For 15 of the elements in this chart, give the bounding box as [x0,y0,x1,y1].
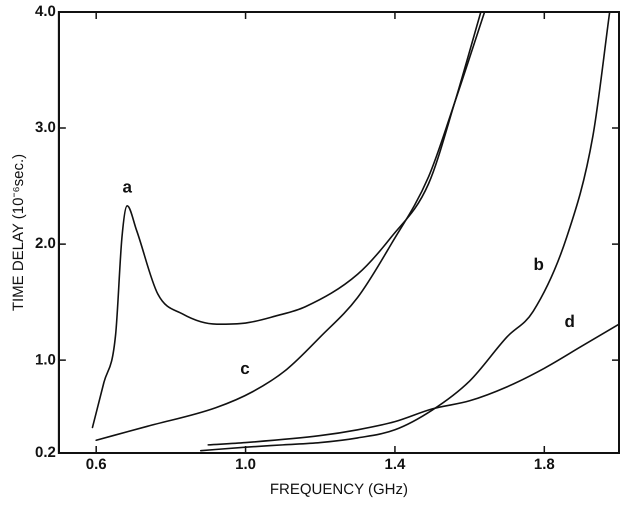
x-tick-label: 1.4 [384,456,406,474]
x-axis-title: FREQUENCY (GHz) [270,481,408,498]
x-tick-label: 1.0 [235,456,256,474]
y-tick-label: 0.2 [34,444,56,462]
y-axis-title: TIME DELAY (10⁻⁶sec.) [10,154,28,312]
series-label: a [122,177,132,196]
y-tick-label: 4.0 [34,3,56,20]
series-label: d [564,312,575,331]
y-tick-label: 2.0 [34,235,56,252]
x-tick-label: 0.6 [86,456,107,474]
y-tick-label: 1.0 [34,351,56,368]
series-label: c [240,359,250,378]
y-tick-label: 3.0 [34,119,56,136]
x-tick-label: 1.8 [534,456,555,474]
series-label: b [534,254,544,274]
